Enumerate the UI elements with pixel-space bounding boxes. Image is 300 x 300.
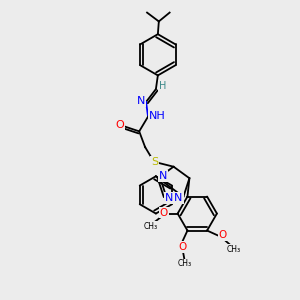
Text: N: N — [137, 96, 146, 106]
Text: NH: NH — [148, 111, 165, 121]
Text: H: H — [159, 81, 166, 91]
Text: N: N — [158, 171, 167, 181]
Text: CH₃: CH₃ — [178, 260, 192, 268]
Text: N: N — [174, 193, 183, 203]
Text: CH₃: CH₃ — [226, 245, 241, 254]
Text: O: O — [219, 230, 227, 241]
Text: N: N — [164, 193, 173, 203]
Text: O: O — [160, 208, 168, 218]
Text: CH₃: CH₃ — [144, 222, 158, 231]
Text: O: O — [178, 242, 187, 252]
Text: S: S — [151, 157, 158, 167]
Text: O: O — [115, 121, 124, 130]
